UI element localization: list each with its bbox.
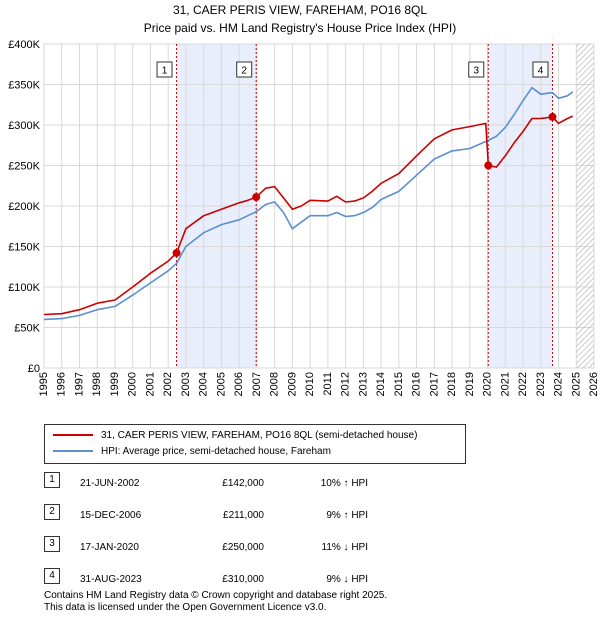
- x-tick-label: 1997: [73, 372, 85, 396]
- sale-price: £142,000: [222, 478, 264, 489]
- x-tick-label: 2007: [251, 372, 263, 396]
- x-tick-label: 2001: [144, 372, 156, 396]
- footer-notice: Contains HM Land Registry data © Crown c…: [44, 590, 387, 614]
- sale-marker-box: [236, 61, 253, 78]
- sale-date: 17-JAN-2020: [80, 542, 139, 553]
- y-tick-label: £100K: [8, 282, 40, 294]
- x-tick-label: 2003: [180, 372, 192, 396]
- legend: 31, CAER PERIS VIEW, FAREHAM, PO16 8QL (…: [44, 424, 466, 464]
- sale-date: 31-AUG-2023: [80, 574, 142, 585]
- x-tick-label: 1995: [38, 372, 50, 396]
- sale-price: £250,000: [222, 542, 264, 553]
- footer-licence: This data is licensed under the Open Gov…: [44, 602, 327, 613]
- x-tick-label: 2020: [482, 372, 494, 396]
- x-tick-label: 2014: [375, 372, 387, 396]
- sale-hpi-comparison: 10% ↑ HPI: [320, 478, 368, 489]
- y-tick-label: £300K: [8, 120, 40, 132]
- x-tick-label: 2025: [570, 372, 582, 396]
- sale-point: [252, 193, 261, 202]
- x-tick-label: 2022: [517, 372, 529, 396]
- hpi-line: [43, 86, 574, 321]
- x-tick-label: 2000: [127, 372, 139, 396]
- x-tick-label: 2012: [340, 372, 352, 396]
- y-tick-label: £150K: [8, 242, 40, 254]
- sale-number-badge: 1: [44, 472, 60, 488]
- footer-copyright: Contains HM Land Registry data © Crown c…: [44, 590, 388, 601]
- sale-hpi-comparison: 11% ↓ HPI: [321, 542, 369, 553]
- y-tick-label: £50K: [14, 323, 40, 335]
- x-tick-label: 2026: [588, 372, 600, 396]
- forecast-hatch-region: [576, 44, 594, 368]
- sale-row: 4 31-AUG-2023 £310,000 9% ↓ HPI: [44, 566, 464, 598]
- x-tick-label: 2010: [304, 372, 316, 396]
- sale-hpi-comparison: 9% ↑ HPI: [326, 510, 368, 521]
- x-tick-label: 1996: [56, 372, 68, 396]
- sale-marker-box: [156, 61, 173, 78]
- y-tick-label: £250K: [8, 161, 40, 173]
- sale-point: [172, 248, 181, 257]
- x-tick-label: 2016: [411, 372, 423, 396]
- x-tick-label: 2006: [233, 372, 245, 396]
- legend-label-hpi: HPI: Average price, semi-detached house,…: [101, 446, 331, 457]
- sale-number-badge: 4: [44, 568, 60, 584]
- x-tick-label: 1998: [91, 372, 103, 396]
- y-tick-label: £350K: [8, 80, 40, 92]
- x-tick-label: 2018: [446, 372, 458, 396]
- sale-row: 1 21-JUN-2002 £142,000 10% ↑ HPI: [44, 470, 464, 502]
- sale-hpi-comparison: 9% ↓ HPI: [326, 574, 368, 585]
- sale-marker-box: [532, 61, 549, 78]
- sale-marker-label: 4: [538, 66, 544, 77]
- sale-marker-box: [468, 61, 485, 78]
- legend-item-hpi: HPI: Average price, semi-detached house,…: [53, 444, 331, 460]
- sale-price: £310,000: [222, 574, 264, 585]
- y-tick-label: £400K: [8, 39, 40, 51]
- x-tick-label: 2023: [535, 372, 547, 396]
- x-tick-label: 1999: [109, 372, 121, 396]
- chart-subtitle: Price paid vs. HM Land Registry's House …: [144, 21, 456, 35]
- x-tick-label: 2011: [322, 372, 334, 396]
- x-tick-label: 2017: [428, 372, 440, 396]
- x-tick-label: 2005: [215, 372, 227, 396]
- sale-point: [548, 112, 557, 121]
- x-tick-label: 2013: [357, 372, 369, 396]
- sale-row: 2 15-DEC-2006 £211,000 9% ↑ HPI: [44, 502, 464, 534]
- sale-marker-label: 2: [241, 66, 247, 77]
- price-chart: 31, CAER PERIS VIEW, FAREHAM, PO16 8QL P…: [8, 3, 600, 396]
- sale-marker-label: 1: [162, 66, 168, 77]
- property-price-line: [43, 115, 574, 316]
- sale-marker-label: 3: [473, 66, 479, 77]
- sale-row: 3 17-JAN-2020 £250,000 11% ↓ HPI: [44, 534, 464, 566]
- x-tick-label: 2024: [553, 372, 565, 396]
- x-tick-label: 2004: [198, 372, 210, 396]
- sale-price: £211,000: [223, 510, 264, 521]
- x-tick-label: 2019: [464, 372, 476, 396]
- chart-title: 31, CAER PERIS VIEW, FAREHAM, PO16 8QL: [173, 3, 427, 17]
- y-tick-label: £0: [28, 363, 40, 375]
- x-tick-label: 2002: [162, 372, 174, 396]
- sale-number-badge: 3: [44, 536, 60, 552]
- y-tick-label: £200K: [8, 201, 40, 213]
- x-tick-label: 2009: [286, 372, 298, 396]
- sale-date: 21-JUN-2002: [80, 478, 140, 489]
- sale-date: 15-DEC-2006: [80, 510, 142, 521]
- x-tick-label: 2021: [499, 372, 511, 396]
- x-tick-label: 2008: [269, 372, 281, 396]
- sales-table: 1 21-JUN-2002 £142,000 10% ↑ HPI 2 15-DE…: [44, 470, 464, 598]
- sale-number-badge: 2: [44, 504, 60, 520]
- sale-point: [484, 161, 493, 170]
- legend-item-property: 31, CAER PERIS VIEW, FAREHAM, PO16 8QL (…: [53, 428, 417, 444]
- x-tick-label: 2015: [393, 372, 405, 396]
- legend-label-property: 31, CAER PERIS VIEW, FAREHAM, PO16 8QL (…: [101, 430, 418, 441]
- legend-swatch-property: [53, 434, 93, 437]
- legend-swatch-hpi: [53, 450, 93, 453]
